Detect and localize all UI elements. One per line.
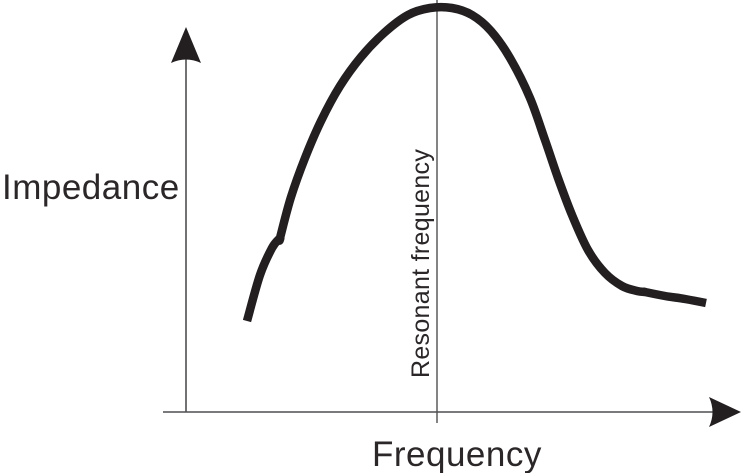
y-axis-arrowhead-icon bbox=[171, 27, 201, 63]
x-axis-arrowhead-icon bbox=[709, 397, 741, 427]
resonant-frequency-label: Resonant frequency bbox=[407, 148, 435, 378]
x-axis-label: Frequency bbox=[372, 435, 542, 473]
impedance-curve bbox=[242, 2, 707, 323]
y-axis-label: Impedance bbox=[2, 168, 180, 207]
